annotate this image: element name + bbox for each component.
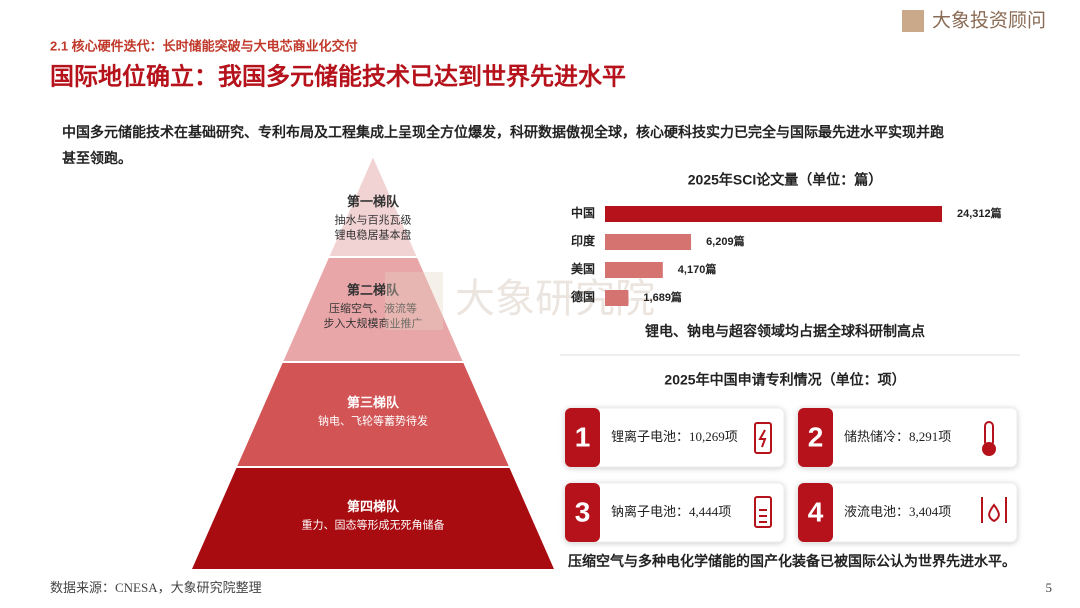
logo-text: 大象投资顾问 (932, 9, 1046, 31)
bolt-icon (758, 429, 767, 448)
tier-desc: 钠电、飞轮等蓄势待发 (318, 414, 428, 428)
tier-name: 第三梯队 (347, 395, 400, 410)
tier-name: 第四梯队 (347, 499, 400, 514)
logo-icon (902, 10, 924, 32)
card-index: 3 (575, 496, 591, 527)
tier-name: 第一梯队 (347, 194, 400, 209)
battery-icon (754, 422, 772, 454)
tier-desc: 压缩空气、液流等 (329, 301, 417, 315)
card-text: 钠离子电池：4,444项 (611, 504, 731, 519)
card-index: 2 (808, 421, 824, 452)
thermometer-bulb (982, 442, 996, 456)
battery-level (759, 509, 767, 523)
value-label: 24,312篇 (957, 206, 1002, 220)
card-index-box (798, 483, 833, 542)
value-label: 1,689篇 (643, 290, 682, 304)
category-label: 美国 (571, 261, 595, 276)
pyramid-tier (188, 466, 558, 571)
category-label: 印度 (571, 233, 596, 248)
tier-name: 第二梯队 (347, 282, 400, 297)
category-label: 德国 (571, 289, 595, 304)
card-index-box (565, 483, 600, 542)
slide-title: 国际地位确立：我国多元储能技术已达到世界先进水平 (50, 62, 626, 90)
source: 数据来源：CNESA，大象研究院整理 (50, 580, 262, 595)
watermark-icon (385, 272, 443, 330)
card-index: 1 (575, 421, 591, 452)
battery-icon (754, 496, 772, 528)
page-number: 5 (1046, 580, 1053, 595)
bar (605, 290, 629, 306)
tier-desc: 重力、固态等形成无死角储备 (302, 518, 445, 532)
intro-text: 甚至领跑。 (62, 150, 132, 167)
card-index-box (798, 408, 833, 467)
patent-note: 压缩空气与多种电化学储能的国产化装备已被国际公认为世界先进水平。 (568, 553, 1016, 570)
intro-text: 中国多元储能技术在基础研究、专利布局及工程集成上呈现全方位爆发，科研数据傲视全球… (62, 124, 944, 141)
tier-desc: 锂电稳居基本盘 (335, 228, 412, 242)
icons (754, 421, 1007, 528)
card-text: 液流电池：3,404项 (844, 504, 951, 519)
value-label: 6,209篇 (706, 234, 745, 248)
tier-desc: 抽水与百兆瓦级 (335, 213, 412, 227)
bar (605, 234, 692, 250)
chart-title: 2025年SCI论文量（单位：篇） (688, 172, 882, 188)
card-index: 4 (808, 496, 824, 527)
pyramid: 第一梯队抽水与百兆瓦级锂电稳居基本盘第二梯队压缩空气、液流等步入大规模商业推广第… (188, 152, 558, 571)
card-text: 锂离子电池：10,269项 (611, 429, 738, 444)
card-text: 储热储冷：8,291项 (844, 429, 951, 444)
bar (605, 206, 942, 222)
pyramid-tier (234, 361, 512, 468)
patent-cards: 1 锂离子电池：10,269项 2 储热储冷：8,291项 3 钠离子电池：4,444项 4… (564, 407, 1018, 543)
flow-icon (981, 497, 1007, 523)
category-label: 中国 (571, 205, 595, 220)
section-label: 2.1 核心硬件迭代：长时储能突破与大电芯商业化交付 (50, 38, 358, 53)
watermark: 大象研究院 (385, 272, 655, 330)
chart-caption: 锂电、钠电与超容领域均占据全球科研制高点 (645, 323, 925, 340)
tier-desc: 步入大规模商业推广 (324, 316, 423, 330)
card-index-box (565, 408, 600, 467)
bar (605, 262, 663, 278)
patent-title: 2025年中国申请专利情况（单位：项） (664, 372, 905, 388)
value-label: 4,170篇 (678, 262, 717, 276)
